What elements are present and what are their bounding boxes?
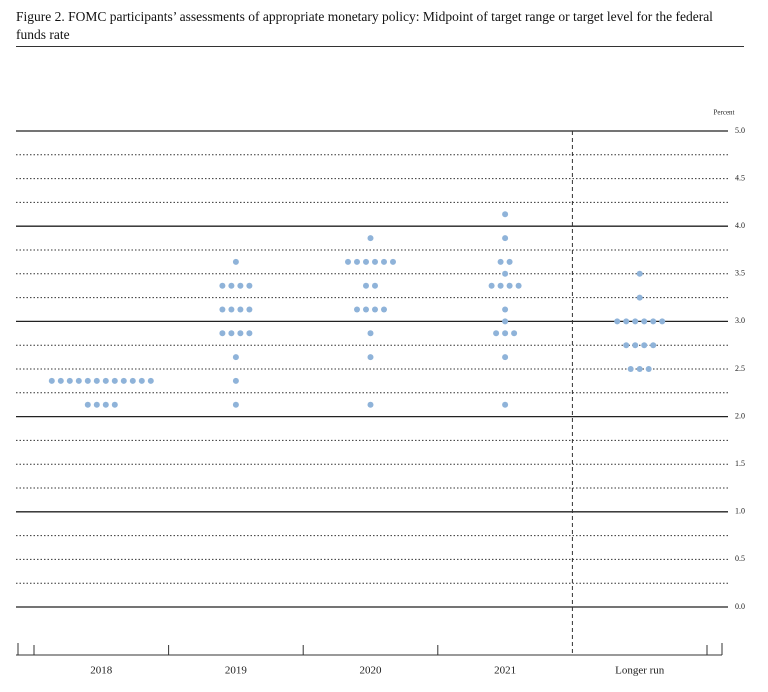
dot — [506, 258, 513, 265]
y-axis-label: Percent — [714, 109, 735, 117]
dot — [502, 330, 509, 337]
x-tick-label: 2018 — [90, 665, 113, 677]
dot — [228, 282, 235, 289]
dot — [502, 318, 509, 325]
dot — [632, 342, 639, 349]
dot — [232, 258, 239, 265]
y-tick-label: 3.0 — [735, 316, 745, 325]
dot — [502, 211, 509, 218]
dot — [372, 258, 378, 265]
dot — [363, 306, 369, 313]
dot — [57, 377, 64, 384]
dot — [636, 270, 643, 277]
dot — [650, 318, 657, 325]
x-tick-label: Longer run — [615, 665, 665, 677]
dot — [367, 354, 374, 361]
dot — [636, 294, 643, 301]
dot — [645, 366, 652, 372]
y-tick-label: 0.5 — [735, 554, 745, 563]
dot — [354, 258, 360, 265]
dot — [246, 306, 253, 313]
dot — [623, 318, 630, 325]
dot — [93, 377, 100, 384]
dot — [381, 306, 387, 313]
dot — [363, 258, 369, 265]
dot — [636, 366, 643, 372]
y-tick-label: 3.5 — [735, 269, 745, 278]
dot — [354, 306, 360, 313]
dot — [502, 306, 509, 313]
dot — [641, 318, 648, 325]
x-tick-label: 2020 — [360, 665, 383, 677]
dot — [75, 377, 82, 384]
dot — [129, 377, 136, 384]
dot — [147, 377, 154, 384]
dot — [372, 282, 378, 289]
dot — [237, 282, 244, 289]
dot — [66, 377, 73, 384]
dot — [237, 306, 244, 313]
dot — [232, 401, 239, 408]
dot — [623, 342, 630, 349]
dot — [367, 330, 374, 337]
dot — [363, 282, 369, 289]
dot — [511, 330, 518, 337]
x-tick-label: 2019 — [225, 665, 248, 677]
dot — [345, 258, 351, 265]
dot — [367, 401, 374, 408]
dot — [93, 401, 100, 408]
y-tick-label: 0.0 — [735, 602, 745, 611]
dot — [111, 377, 118, 384]
dot — [219, 330, 226, 337]
y-tick-label: 1.5 — [735, 459, 745, 468]
dot — [84, 377, 91, 384]
dot — [237, 330, 244, 337]
dot — [502, 354, 509, 361]
dot — [102, 401, 109, 408]
y-tick-label: 1.0 — [735, 507, 745, 516]
x-tick-label: 2021 — [494, 665, 516, 677]
dot — [120, 377, 127, 384]
y-tick-label: 4.5 — [735, 173, 745, 182]
dot — [632, 318, 639, 325]
dot — [614, 318, 621, 325]
dot — [48, 377, 55, 384]
dot — [650, 342, 657, 349]
dot — [659, 318, 666, 325]
dot — [627, 366, 634, 372]
dot — [84, 401, 91, 408]
dot — [515, 282, 522, 289]
dot — [390, 258, 396, 265]
dot — [367, 235, 374, 242]
dot — [246, 330, 253, 337]
dot — [506, 282, 513, 289]
dot — [372, 306, 378, 313]
dot — [502, 401, 509, 408]
y-tick-label: 4.0 — [735, 221, 745, 230]
dot — [488, 282, 495, 289]
dot — [219, 306, 226, 313]
dot — [228, 306, 235, 313]
chart-title: Figure 2. FOMC participants’ assessments… — [16, 8, 744, 47]
y-tick-label: 2.5 — [735, 364, 745, 373]
dot — [493, 330, 500, 337]
dot — [502, 270, 509, 277]
dot — [232, 377, 239, 384]
dot — [138, 377, 145, 384]
dot — [102, 377, 109, 384]
dot — [497, 258, 504, 265]
dot — [111, 401, 118, 408]
dot — [219, 282, 226, 289]
dot — [228, 330, 235, 337]
dot — [246, 282, 253, 289]
y-tick-label: 5.0 — [735, 126, 745, 135]
dot — [232, 354, 239, 361]
dot — [381, 258, 387, 265]
dot — [502, 235, 509, 242]
y-tick-label: 2.0 — [735, 411, 745, 420]
dot — [641, 342, 648, 349]
dot — [497, 282, 504, 289]
